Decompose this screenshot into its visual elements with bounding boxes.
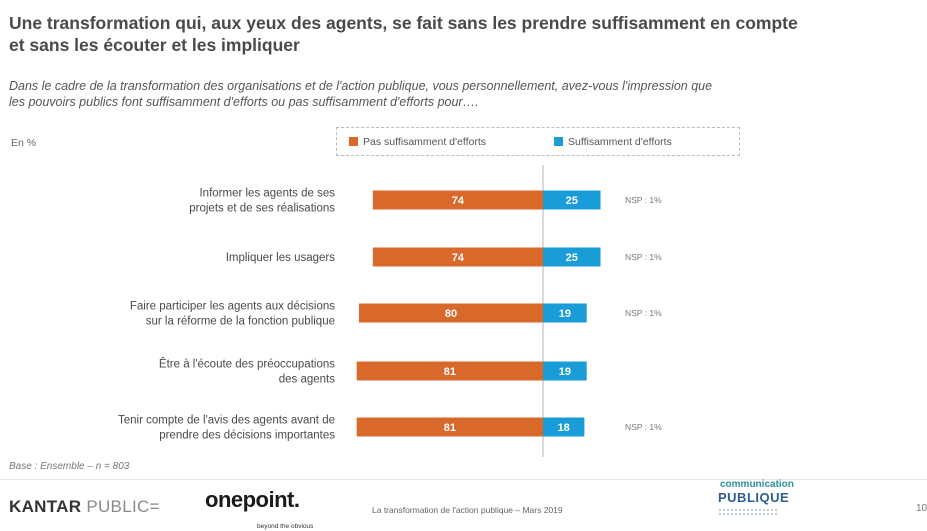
nsp-annotation: NSP : 1% <box>625 422 662 432</box>
bar-value-label: 81 <box>444 422 456 434</box>
bar-chart: Informer les agents de ses projets et de … <box>118 165 662 457</box>
bar-pas-suffisamment <box>372 190 543 210</box>
legend-label: Suffisamment d'efforts <box>568 136 672 148</box>
bar-suffisamment <box>543 361 587 381</box>
nsp-annotation: NSP : 1% <box>625 195 662 205</box>
bar-value-label: 80 <box>445 308 457 320</box>
bar-value-label: 81 <box>444 366 456 378</box>
chart-legend: Pas suffisamment d'efforts Suffisamment … <box>336 127 740 156</box>
footer-divider <box>0 479 927 480</box>
category-label: Tenir compte de l'avis des agents avant … <box>118 415 335 442</box>
bar-pas-suffisamment <box>356 417 543 437</box>
bar-pas-suffisamment <box>372 247 543 267</box>
category-label: Être à l'écoute des préoccupations des ag… <box>159 358 335 386</box>
bar-suffisamment <box>543 190 601 210</box>
bar-value-label: 18 <box>558 422 570 434</box>
legend-label: Pas suffisamment d'efforts <box>363 136 487 148</box>
category-label: Impliquer les usagers <box>226 252 336 264</box>
bar-value-label: 19 <box>559 366 571 378</box>
category-label: Faire participer les agents aux décision… <box>130 301 335 328</box>
bar-value-label: 25 <box>566 252 578 264</box>
category-label: Informer les agents de ses projets et de … <box>189 188 335 215</box>
bar-suffisamment <box>543 303 587 323</box>
survey-question: Dans le cadre de la transformation des o… <box>9 79 713 109</box>
base-note: Base : Ensemble – n = 803 <box>9 461 130 472</box>
legend-swatch-blue <box>554 137 563 146</box>
bar-value-label: 74 <box>452 195 465 207</box>
footer-source: La transformation de l'action publique –… <box>372 505 563 515</box>
page-title: Une transformation qui, aux yeux des age… <box>9 13 798 55</box>
bar-suffisamment <box>543 247 601 267</box>
legend-item-pas-suffisamment: Pas suffisamment d'efforts <box>349 136 486 148</box>
page-number: 10 <box>916 503 927 514</box>
legend-swatch-orange <box>349 137 358 146</box>
bar-value-label: 19 <box>559 308 571 320</box>
kantar-public-logo: KANTAR PUBLIC= <box>9 497 160 516</box>
bar-value-label: 25 <box>566 195 578 207</box>
legend-item-suffisamment: Suffisamment d'efforts <box>554 136 672 148</box>
nsp-annotation: NSP : 1% <box>625 252 662 262</box>
communication-publique-logo: communication PUBLIQUE <box>712 477 812 527</box>
bar-pas-suffisamment <box>356 361 543 381</box>
onepoint-logo: onepoint. beyond the obvious <box>205 487 314 530</box>
bar-value-label: 74 <box>452 252 465 264</box>
nsp-annotation: NSP : 1% <box>625 308 662 318</box>
bar-pas-suffisamment <box>359 303 543 323</box>
unit-label: En % <box>11 137 37 149</box>
bar-suffisamment <box>543 417 585 437</box>
